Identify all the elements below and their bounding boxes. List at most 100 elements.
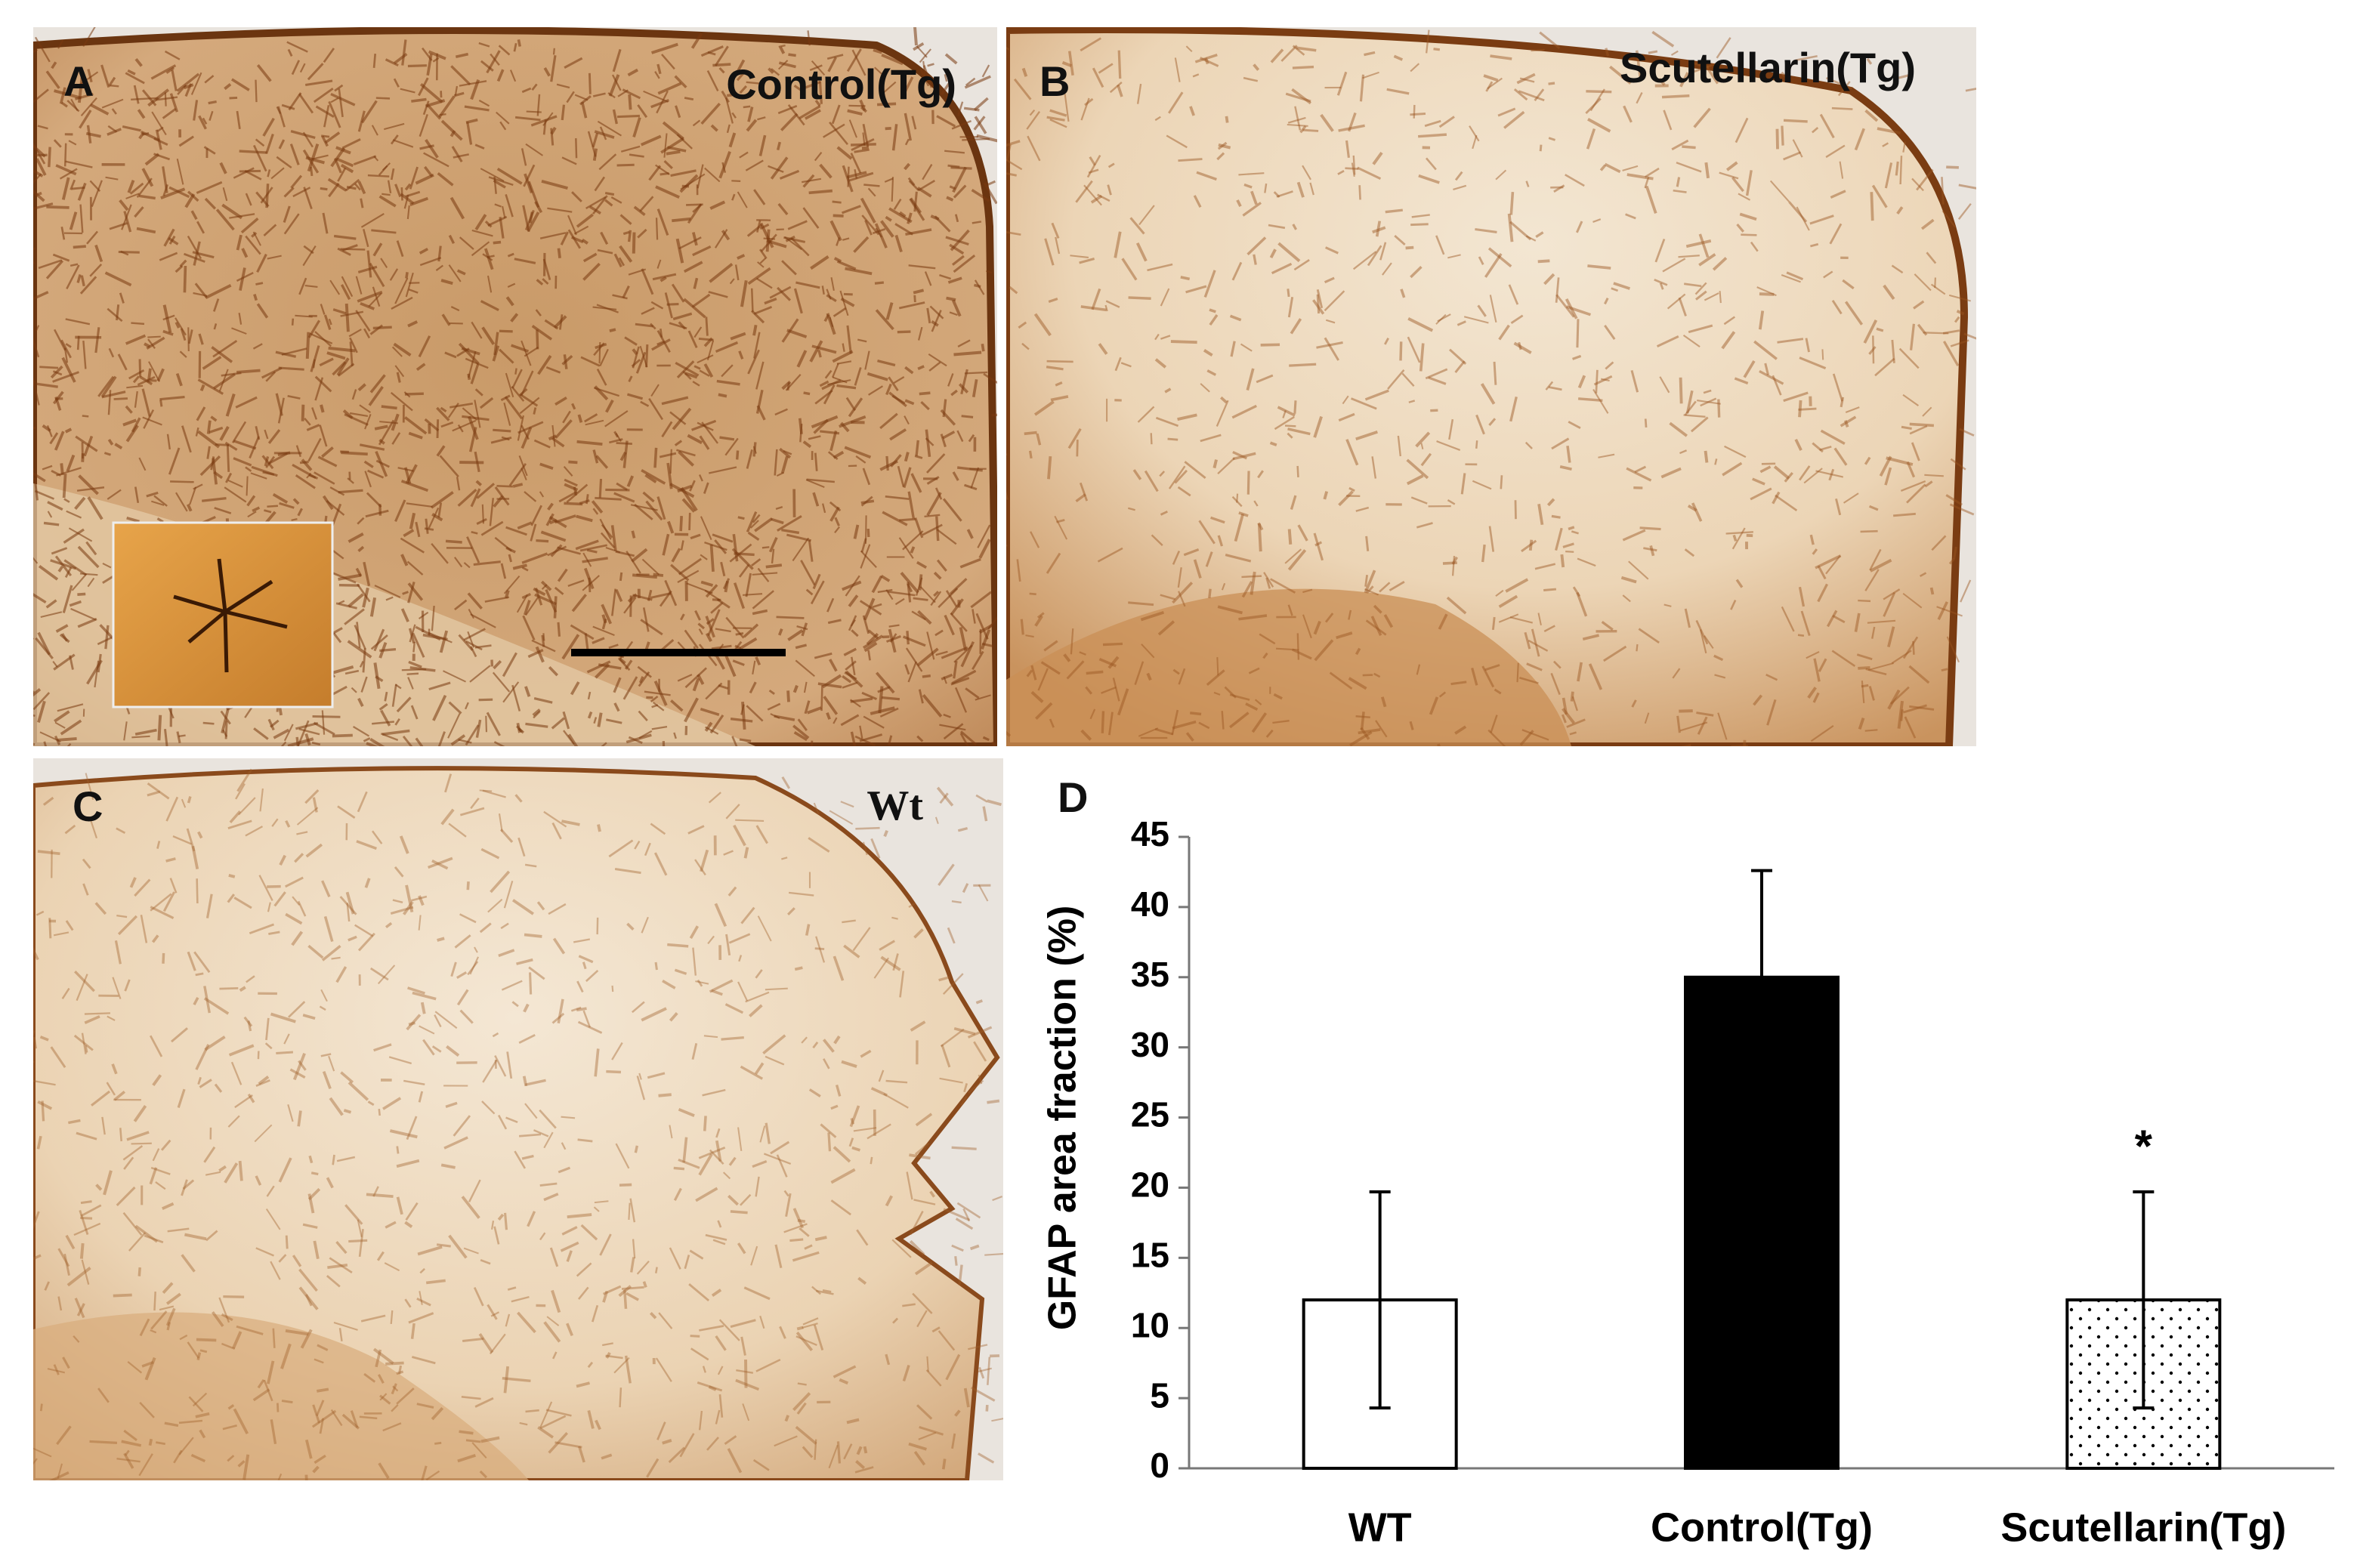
fiber	[317, 1344, 329, 1351]
fiber	[848, 171, 874, 182]
fiber	[107, 128, 122, 136]
fiber	[465, 724, 480, 745]
fiber	[650, 823, 666, 835]
fiber	[929, 1190, 936, 1198]
fiber	[910, 197, 922, 214]
fiber	[799, 423, 803, 443]
fiber	[537, 1426, 554, 1439]
fiber	[1070, 628, 1074, 655]
fiber	[239, 986, 246, 992]
fiber	[1475, 440, 1478, 449]
fiber	[537, 355, 552, 375]
fiber	[609, 438, 623, 444]
fiber	[295, 736, 300, 746]
fiber	[623, 1289, 628, 1309]
fiber	[879, 412, 898, 430]
fiber	[946, 196, 954, 202]
fiber	[913, 928, 924, 939]
fiber	[704, 167, 721, 183]
fiber	[599, 518, 612, 540]
fiber	[61, 177, 70, 200]
fiber	[291, 60, 301, 76]
fiber	[190, 1453, 206, 1463]
fiber	[319, 357, 334, 367]
fiber	[770, 1141, 790, 1155]
fiber	[85, 773, 94, 801]
fiber	[1920, 218, 1935, 230]
fiber	[829, 431, 838, 452]
fiber	[857, 338, 867, 343]
fiber	[738, 955, 743, 962]
fiber	[1285, 92, 1311, 103]
fiber	[721, 90, 730, 103]
fiber	[372, 1347, 394, 1365]
fiber	[144, 1357, 156, 1381]
fiber	[1150, 433, 1153, 445]
fiber	[341, 1413, 360, 1430]
fiber	[291, 518, 298, 521]
fiber	[1296, 633, 1300, 660]
fiber	[1575, 221, 1583, 233]
fiber	[554, 1441, 582, 1449]
fiber	[746, 511, 758, 532]
fiber	[826, 54, 844, 60]
fiber	[632, 346, 640, 369]
fiber	[916, 735, 924, 742]
fiber	[524, 933, 542, 938]
fiber	[917, 180, 935, 192]
fiber	[147, 338, 156, 349]
fiber	[1325, 319, 1336, 324]
fiber	[931, 310, 942, 332]
fiber	[50, 365, 63, 379]
fiber	[1229, 693, 1250, 701]
fiber	[1676, 177, 1681, 187]
fiber	[1287, 289, 1290, 298]
fiber	[396, 1196, 403, 1215]
fiber	[580, 356, 601, 367]
fiber	[264, 1042, 273, 1050]
fiber	[263, 224, 277, 237]
fiber	[780, 455, 789, 474]
fiber	[621, 1286, 644, 1290]
fiber	[602, 1290, 609, 1303]
fiber	[107, 307, 123, 323]
fiber	[497, 1114, 508, 1130]
fiber	[346, 903, 351, 922]
fiber	[1914, 273, 1932, 292]
fiber	[458, 634, 474, 651]
fiber	[853, 524, 860, 539]
fiber	[1601, 621, 1614, 631]
fiber	[1917, 323, 1928, 336]
fiber	[1291, 88, 1311, 105]
fiber	[320, 989, 328, 1002]
fiber	[372, 53, 377, 68]
fiber	[412, 641, 415, 653]
fiber	[1366, 585, 1374, 594]
fiber	[733, 824, 746, 847]
fiber	[478, 42, 490, 48]
fiber	[507, 282, 516, 288]
fiber	[1741, 233, 1757, 236]
fiber	[470, 613, 496, 628]
fiber	[788, 53, 796, 57]
fiber	[434, 1014, 442, 1028]
fiber	[321, 446, 334, 458]
fiber	[684, 372, 698, 379]
fiber	[344, 669, 360, 675]
fiber	[1780, 71, 1789, 80]
fiber	[761, 89, 772, 99]
fiber	[54, 431, 65, 451]
fiber	[842, 681, 858, 689]
fiber	[1240, 343, 1253, 352]
fiber	[379, 1394, 391, 1405]
fiber	[287, 1104, 294, 1122]
fiber	[209, 426, 224, 434]
fiber	[1684, 400, 1697, 416]
fiber	[77, 617, 97, 628]
fiber	[33, 1029, 36, 1036]
fiber	[1345, 439, 1359, 466]
fiber	[513, 43, 517, 52]
fiber	[640, 619, 663, 636]
fiber	[833, 307, 847, 317]
fiber	[1435, 313, 1447, 325]
